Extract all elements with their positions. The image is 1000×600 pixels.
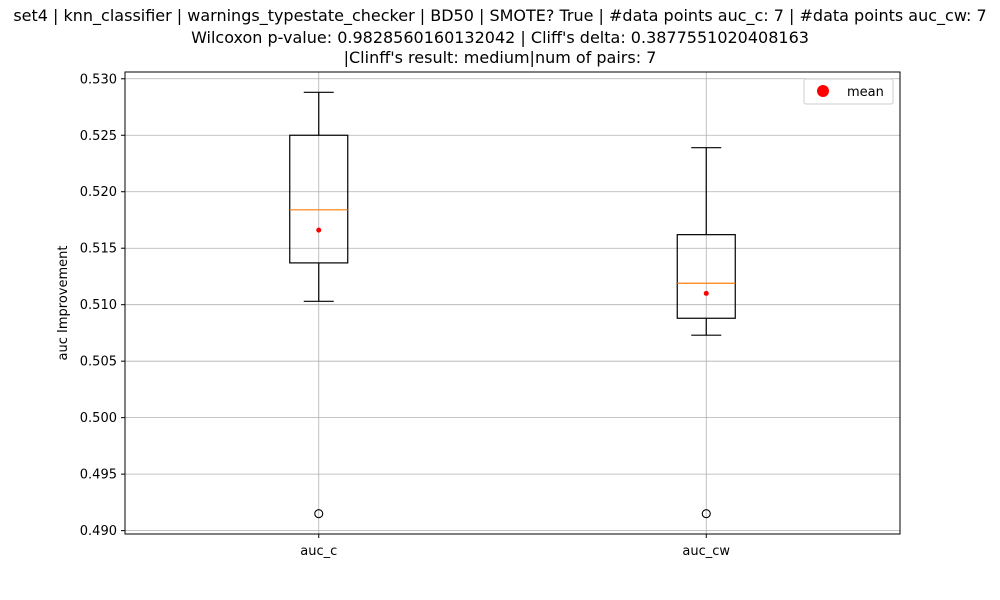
y-tick-label: 0.525 <box>80 129 117 144</box>
legend-mean-marker <box>817 85 829 97</box>
box-auc_c <box>289 91 349 519</box>
axis-layer: 0.490 0.495 0.500 0.505 0.510 0.515 0.520 0.525… <box>80 72 731 559</box>
y-axis-label: auc Improvement <box>56 246 71 361</box>
y-tick-label: 0.505 <box>80 355 117 370</box>
chart-title-line-3: |Clinff's result: medium|num of pairs: 7 <box>343 48 657 67</box>
y-tick-label: 0.520 <box>80 185 117 200</box>
y-tick-label: 0.490 <box>80 524 117 539</box>
iqr-box <box>676 234 736 319</box>
y-tick-label: 0.530 <box>80 72 117 87</box>
legend-box <box>803 78 894 105</box>
outlier-point <box>701 509 711 519</box>
y-tick-label: 0.510 <box>80 298 117 313</box>
chart-title-line-2: Wilcoxon p-value: 0.9828560160132042 | C… <box>191 28 809 47</box>
plot-frame <box>124 71 901 535</box>
mean-marker <box>316 227 322 233</box>
y-tick-label: 0.500 <box>80 411 117 426</box>
grid-layer <box>125 72 900 534</box>
outlier-point <box>314 509 324 519</box>
x-tick-label: auc_cw <box>682 544 730 559</box>
box-auc_cw <box>676 147 736 519</box>
y-tick-label: 0.495 <box>80 468 117 483</box>
legend-mean-label: mean <box>847 85 884 100</box>
mean-marker <box>703 290 709 296</box>
legend: mean <box>803 78 894 105</box>
iqr-box <box>289 134 349 264</box>
chart-title-line-1: set4 | knn_classifier | warnings_typesta… <box>13 6 987 25</box>
y-tick-label: 0.515 <box>80 242 117 257</box>
box-layer <box>289 91 736 519</box>
x-tick-label: auc_c <box>300 544 337 559</box>
